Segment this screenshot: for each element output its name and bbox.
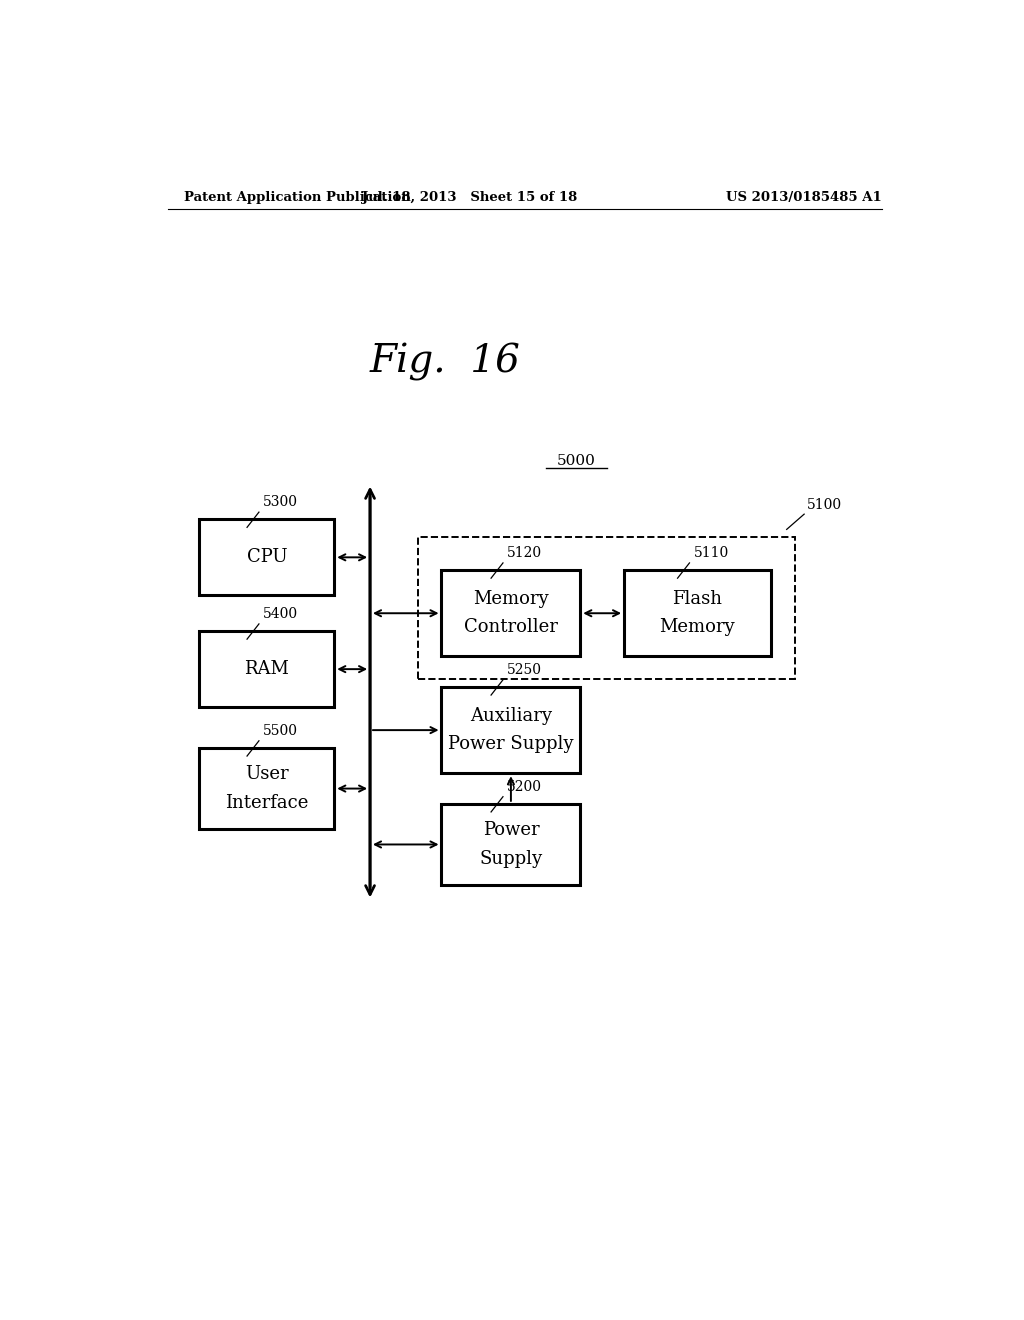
Bar xyxy=(200,631,334,708)
Text: Auxiliary: Auxiliary xyxy=(470,708,552,725)
Text: 5250: 5250 xyxy=(507,663,542,677)
Text: Power: Power xyxy=(482,821,540,840)
Bar xyxy=(441,686,581,774)
Text: 5100: 5100 xyxy=(807,498,842,512)
Text: Memory: Memory xyxy=(473,590,549,609)
Text: Supply: Supply xyxy=(479,850,543,867)
Bar xyxy=(418,536,795,678)
Text: Jul. 18, 2013   Sheet 15 of 18: Jul. 18, 2013 Sheet 15 of 18 xyxy=(361,190,577,203)
Text: Fig.  16: Fig. 16 xyxy=(370,343,521,380)
Text: RAM: RAM xyxy=(245,660,290,678)
Text: Flash: Flash xyxy=(673,590,722,609)
Bar xyxy=(200,748,334,829)
Text: 5400: 5400 xyxy=(263,607,298,620)
Text: 5500: 5500 xyxy=(263,723,298,738)
Bar xyxy=(200,519,334,595)
Text: Patent Application Publication: Patent Application Publication xyxy=(183,190,411,203)
Text: 5200: 5200 xyxy=(507,780,542,793)
Text: 5300: 5300 xyxy=(263,495,298,510)
Bar xyxy=(624,570,771,656)
Bar xyxy=(441,570,581,656)
Text: Controller: Controller xyxy=(464,619,558,636)
Bar xyxy=(441,804,581,886)
Text: Interface: Interface xyxy=(225,793,308,812)
Text: User: User xyxy=(245,766,289,783)
Text: US 2013/0185485 A1: US 2013/0185485 A1 xyxy=(726,190,882,203)
Text: CPU: CPU xyxy=(247,548,287,566)
Text: 5120: 5120 xyxy=(507,546,542,560)
Text: 5110: 5110 xyxy=(693,546,729,560)
Text: Power Supply: Power Supply xyxy=(449,735,573,754)
Text: Memory: Memory xyxy=(659,619,735,636)
Text: 5000: 5000 xyxy=(557,454,596,469)
